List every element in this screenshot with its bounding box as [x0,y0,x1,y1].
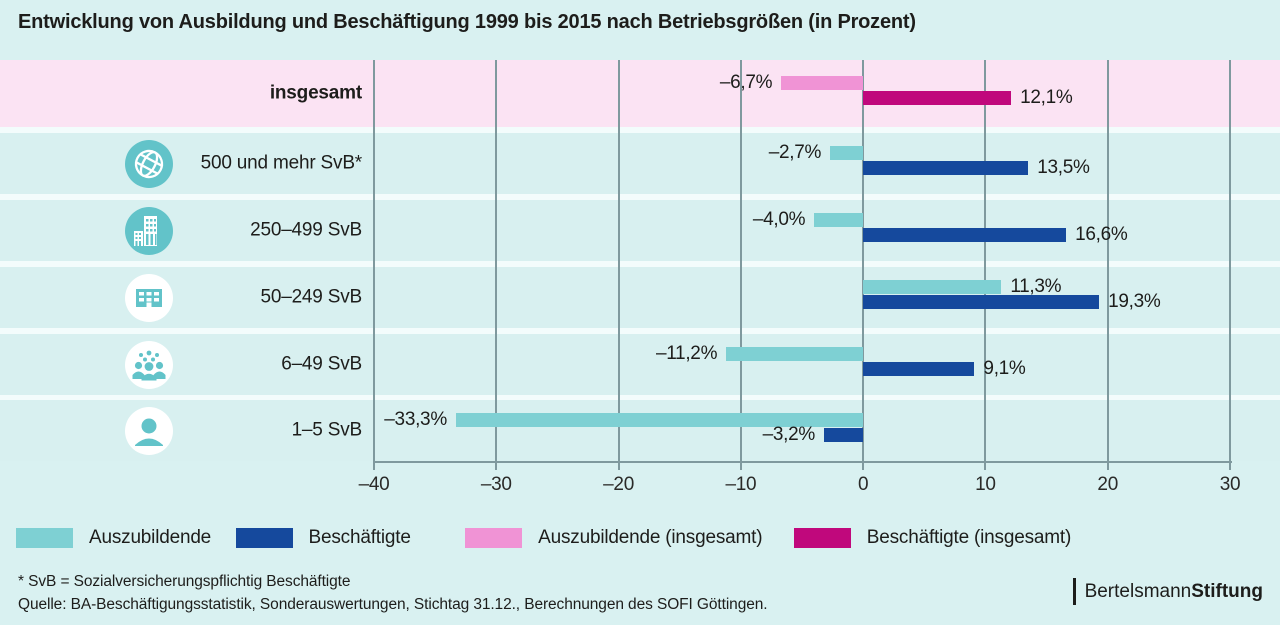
footnote-source: Quelle: BA-Beschäftigungsstatistik, Sond… [18,596,768,613]
bar-auszubildende [781,75,864,90]
gridline [1106,60,1109,461]
bar-beschaeftigte [824,427,864,442]
legend-label: Beschäftigte [308,527,411,548]
legend-swatch-beschaeftigte [235,528,293,548]
bar-value-label: –11,2% [655,342,718,364]
row-category-label: 50–249 SvB [260,286,362,308]
logo-text-bold: Stiftung [1191,580,1263,602]
legend-swatch-auszubildende [16,528,73,548]
axis-tick-label: 20 [1097,474,1118,495]
gridline [617,60,620,461]
bar-value-label: 19,3% [1108,290,1161,312]
globe-icon [125,139,173,188]
legend-swatch-auszubildende-insgesamt [465,528,523,548]
axis-tick [1229,461,1231,470]
legend: Auszubildende Beschäftigte Auszubildende… [0,525,1280,551]
axis-tick [1106,461,1109,470]
office-building-icon [125,273,173,322]
chart-row: 250–499 SvB –4,0% 16,6% [0,200,1280,261]
bar-value-label: 13,5% [1037,156,1090,178]
axis-tick [495,461,498,470]
chart-row: 6–49 SvB –11,2% 9,1% [0,334,1280,395]
chart-row: 500 und mehr SvB* –2,7% 13,5% [0,133,1280,194]
legend-swatch-beschaeftigte-insgesamt [793,528,851,548]
legend-item-beschaeftigte-insgesamt: Beschäftigte (insgesamt) [793,525,1072,551]
legend-label: Beschäftigte (insgesamt) [866,527,1072,548]
axis-tick [739,461,742,470]
bar-auszubildende [814,212,864,227]
bar-beschaeftigte [863,227,1067,242]
axis-tick-label: –10 [725,474,757,495]
bar-beschaeftigte [863,90,1012,105]
row-category-label: 250–499 SvB [250,219,362,241]
gridline [495,60,498,461]
x-axis-line [374,461,1232,463]
bar-auszubildende [863,279,1002,294]
person-icon [125,406,173,455]
row-category-label: 500 und mehr SvB* [200,152,363,174]
gridline [1229,60,1231,461]
chart-title: Entwicklung von Ausbildung und Beschäfti… [18,11,916,33]
bar-value-label: 9,1% [983,357,1026,379]
legend-label: Auszubildende [89,527,212,548]
bar-value-label: 12,1% [1020,86,1073,108]
axis-tick [617,461,620,470]
logo-text-regular: Bertelsmann [1084,580,1192,602]
legend-item-auszubildende: Auszubildende [16,525,211,551]
bar-beschaeftigte [863,294,1100,309]
axis-tick [373,461,375,470]
axis-tick-label: –30 [480,474,512,495]
skyscrapers-icon [125,206,173,255]
gridline [984,60,987,461]
bar-value-label: –3,2% [762,423,816,445]
bar-value-label: –2,7% [768,141,822,163]
legend-item-beschaeftigte: Beschäftigte [235,525,411,551]
axis-tick-label: –40 [358,474,390,495]
logo-bar-icon [1072,578,1076,605]
bar-auszubildende [726,346,864,361]
footnotes: * SvB = Sozialversicherungspflichtig Bes… [18,570,768,616]
axis-tick [984,461,987,470]
legend-label: Auszubildende (insgesamt) [538,527,763,548]
gridline [739,60,742,461]
axis-tick [862,461,865,470]
axis-tick-label: –20 [603,474,634,495]
bertelsmann-stiftung-logo: Bertelsmann Stiftung [1072,578,1263,605]
row-category-label: insgesamt [269,82,362,104]
bar-beschaeftigte [863,361,975,376]
bar-auszubildende [830,145,864,160]
chart: insgesamt –6,7% 12,1% 500 und mehr SvB* –2,… [0,60,1280,495]
chart-row: 50–249 SvB 11,3% 19,3% [0,267,1280,328]
footnote-svb: * SvB = Sozialversicherungspflichtig Bes… [18,573,351,590]
axis-tick-label: 10 [975,474,996,495]
bar-value-label: 16,6% [1075,223,1128,245]
legend-item-auszubildende-insgesamt: Auszubildende (insgesamt) [465,525,763,551]
bar-value-label: –4,0% [752,208,806,230]
bar-auszubildende [455,412,864,427]
gridline [862,60,865,461]
row-category-label: 6–49 SvB [281,353,362,375]
gridline [373,60,375,461]
chart-row: 1–5 SvB –33,3% –3,2% [0,400,1280,461]
chart-row: insgesamt –6,7% 12,1% [0,60,1280,127]
axis-tick-label: 0 [858,474,869,495]
row-category-label: 1–5 SvB [291,419,363,441]
bar-value-label: –6,7% [719,71,773,93]
gridlines: –40 –30 –20 –10 0 10 20 30 [0,60,1280,495]
bar-beschaeftigte [863,160,1029,175]
people-group-icon [125,340,173,389]
bar-value-label: 11,3% [1010,275,1062,297]
axis-tick-label: 30 [1219,474,1241,495]
bar-value-label: –33,3% [384,408,447,430]
